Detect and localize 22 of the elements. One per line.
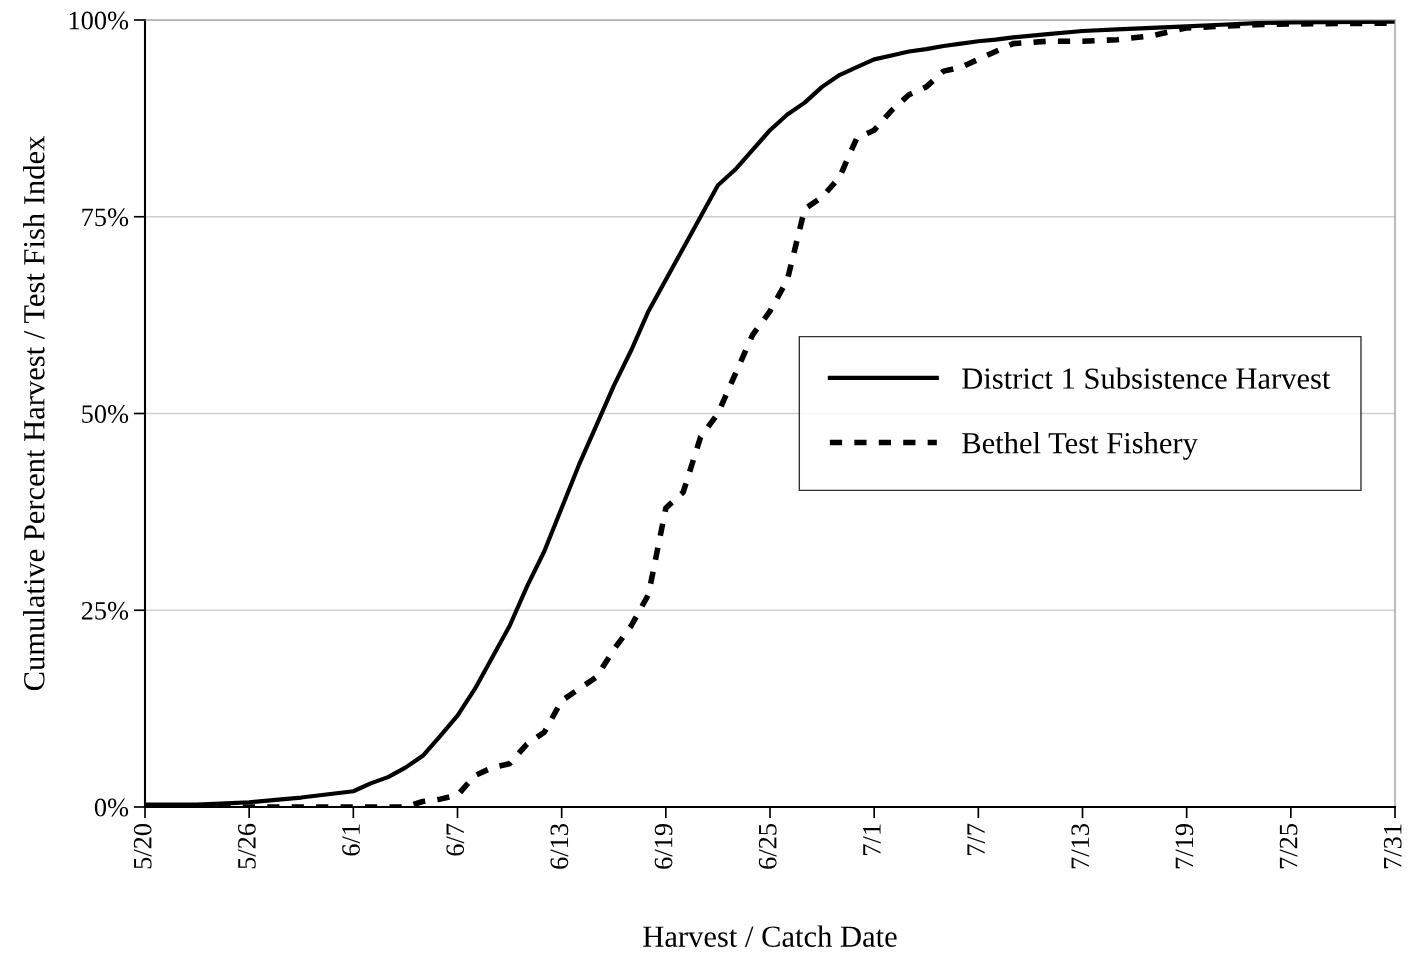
x-tick-label: 7/13 bbox=[1071, 824, 1090, 869]
legend-label: District 1 Subsistence Harvest bbox=[962, 367, 1331, 389]
x-tick-label: 7/25 bbox=[1279, 824, 1298, 869]
x-tick-label: 5/26 bbox=[238, 823, 256, 869]
x-tick-label: 6/25 bbox=[758, 824, 777, 869]
legend-label: Bethel Test Fishery bbox=[962, 431, 1198, 460]
y-tick-label: 100% bbox=[69, 11, 129, 30]
y-tick-label: 50% bbox=[82, 405, 129, 423]
y-tick-label: 0% bbox=[94, 798, 129, 817]
x-tick-label: 7/7 bbox=[967, 823, 985, 855]
x-tick-label: 6/13 bbox=[550, 824, 569, 869]
x-tick-label: 7/31 bbox=[1383, 824, 1402, 869]
x-tick-label: 5/20 bbox=[133, 823, 152, 869]
x-tick-label: 7/19 bbox=[1175, 824, 1194, 869]
x-tick-label: 6/1 bbox=[342, 824, 360, 856]
y-axis-title: Cumulative Percent Harvest / Test Fish Index bbox=[23, 136, 45, 691]
x-tick-label: 7/1 bbox=[863, 824, 881, 855]
x-axis-title: Harvest / Catch Date bbox=[643, 925, 897, 947]
x-tick-label: 6/19 bbox=[654, 824, 673, 869]
y-tick-label: 25% bbox=[81, 601, 129, 620]
y-tick-label: 75% bbox=[82, 208, 129, 227]
x-tick-label: 6/7 bbox=[446, 823, 465, 856]
